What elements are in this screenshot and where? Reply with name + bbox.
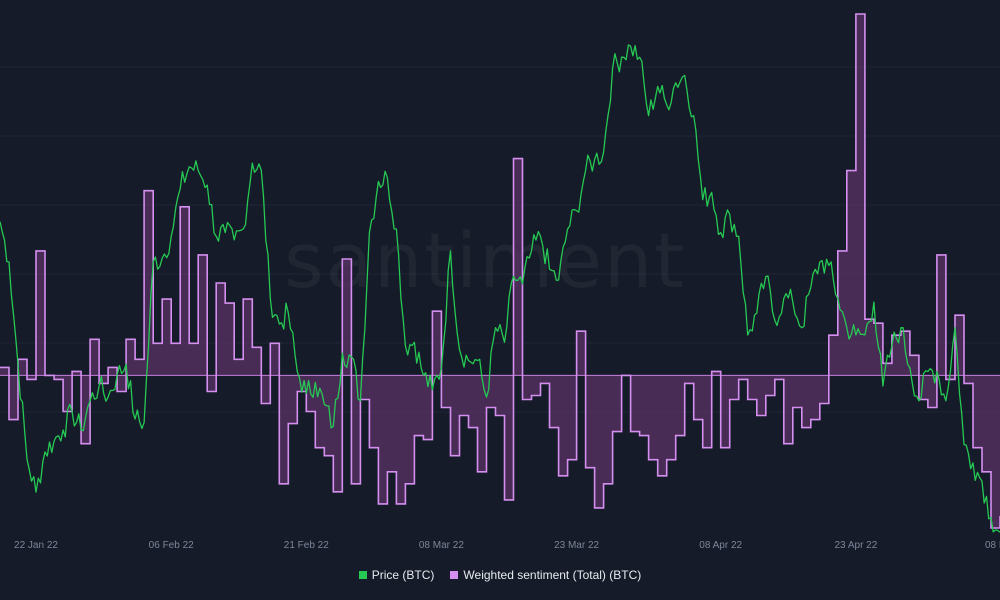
legend: Price (BTC) Weighted sentiment (Total) (…: [0, 568, 1000, 582]
x-tick-label: 23 Mar 22: [554, 540, 599, 551]
x-tick-label: 08 Apr 22: [699, 540, 742, 551]
sentiment-series: [0, 13, 1000, 529]
x-axis-ticks: 22 Jan 22 06 Feb 22 21 Feb 22 08 Mar 22 23 M…: [14, 540, 1000, 551]
x-tick-label: 22 Jan 22: [14, 540, 58, 551]
chart-plot: santiment 22 Jan 22 06 Feb 22 21 Feb 22 08 …: [0, 13, 1000, 551]
legend-swatch-sentiment: [450, 571, 459, 579]
x-tick-label: 08 Ma: [985, 540, 1000, 551]
x-tick-label: 23 Apr 22: [834, 540, 877, 551]
sentiment-line: [0, 13, 1000, 529]
legend-label-price: Price (BTC): [371, 568, 435, 582]
price-line: [0, 44, 1000, 533]
price-series: [0, 44, 1000, 533]
legend-item-price[interactable]: Price (BTC): [358, 568, 435, 582]
legend-swatch-price: [358, 571, 367, 579]
x-tick-label: 21 Feb 22: [284, 540, 329, 551]
legend-label-sentiment: Weighted sentiment (Total) (BTC): [463, 568, 642, 582]
x-tick-label: 06 Feb 22: [149, 540, 194, 551]
legend-item-sentiment[interactable]: Weighted sentiment (Total) (BTC): [450, 568, 641, 582]
x-tick-label: 08 Mar 22: [419, 540, 464, 551]
